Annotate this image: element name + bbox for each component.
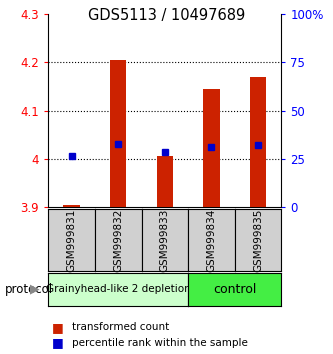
Text: GSM999835: GSM999835 xyxy=(253,208,263,272)
Text: percentile rank within the sample: percentile rank within the sample xyxy=(72,338,247,348)
Text: control: control xyxy=(213,283,256,296)
Text: ■: ■ xyxy=(52,321,63,334)
Text: GDS5113 / 10497689: GDS5113 / 10497689 xyxy=(88,8,245,23)
Text: GSM999834: GSM999834 xyxy=(206,208,216,272)
Text: GSM999832: GSM999832 xyxy=(113,208,123,272)
Text: protocol: protocol xyxy=(5,283,53,296)
Text: ■: ■ xyxy=(52,336,63,349)
Text: transformed count: transformed count xyxy=(72,322,169,332)
Text: ▶: ▶ xyxy=(30,283,40,296)
Bar xyxy=(110,60,127,207)
Bar xyxy=(250,77,266,207)
Bar xyxy=(63,205,80,207)
Bar xyxy=(157,156,173,207)
Text: GSM999833: GSM999833 xyxy=(160,208,170,272)
Bar xyxy=(203,89,220,207)
Text: Grainyhead-like 2 depletion: Grainyhead-like 2 depletion xyxy=(46,284,190,295)
Text: GSM999831: GSM999831 xyxy=(67,208,77,272)
